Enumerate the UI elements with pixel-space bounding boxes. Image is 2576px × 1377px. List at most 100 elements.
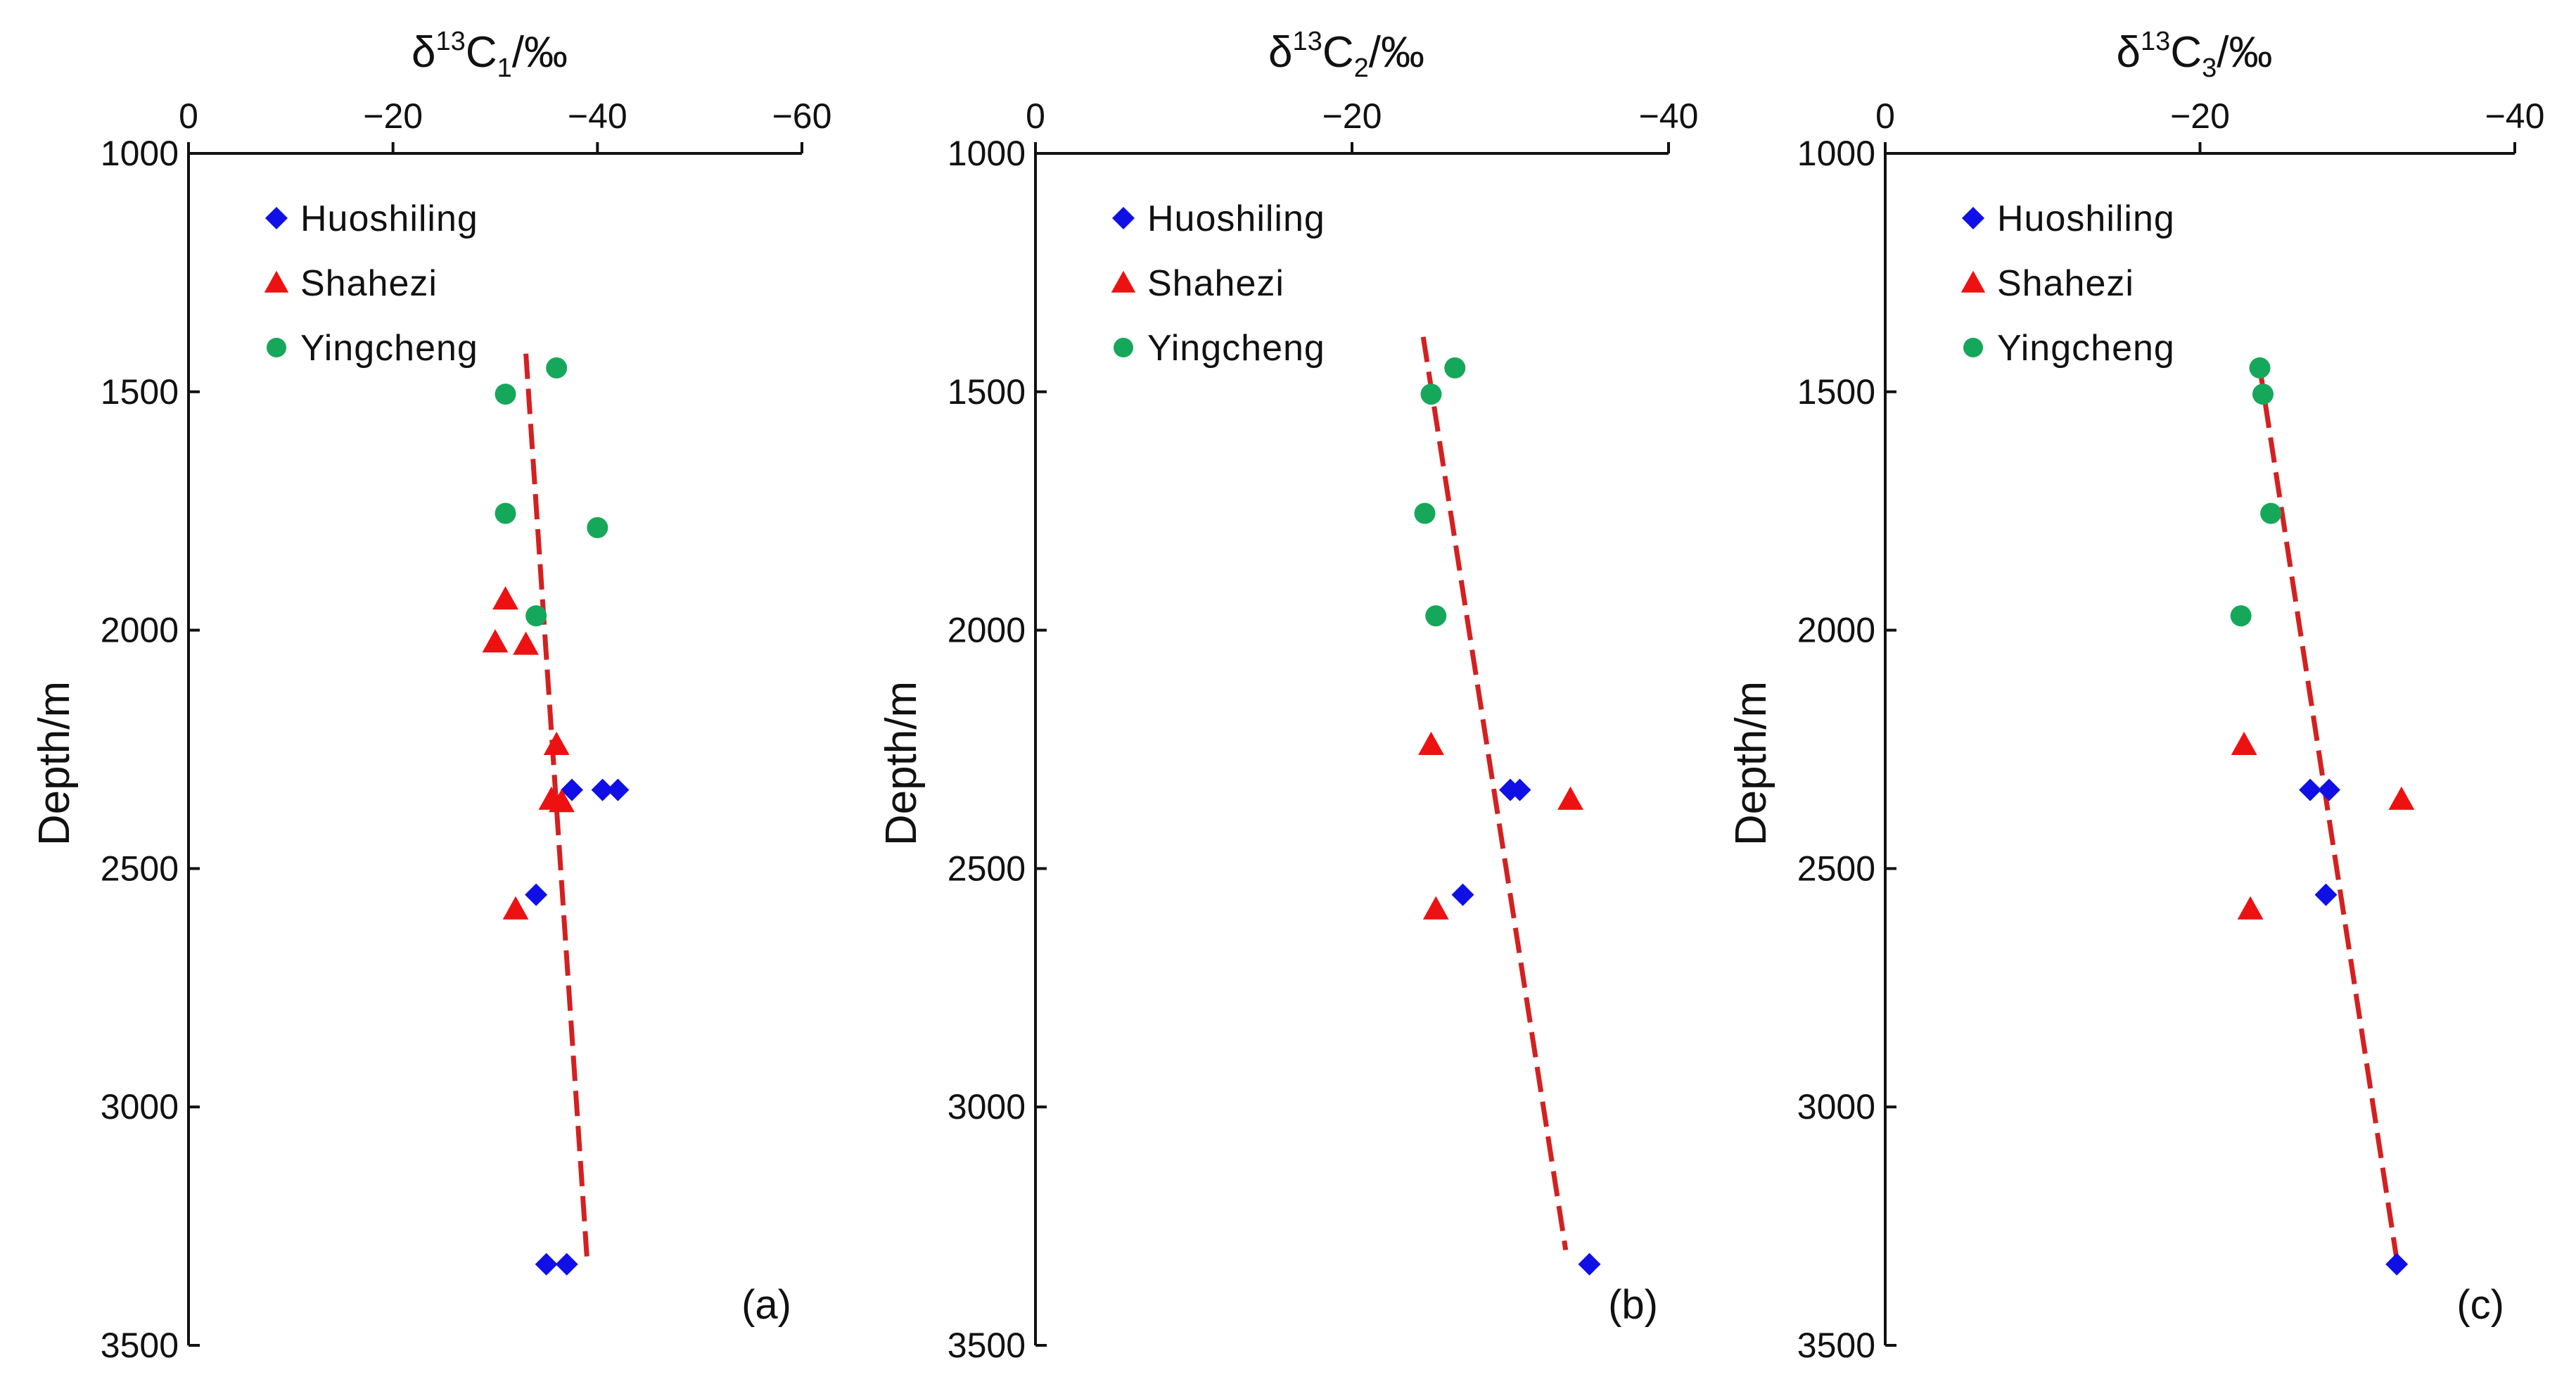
y-axis-title: Depth/m [1727, 681, 1775, 846]
x-axis-title: δ13C3/‰ [2117, 27, 2273, 83]
legend-label-shahezi: Shahezi [1147, 263, 1284, 304]
x-tick-label: −20 [2170, 96, 2230, 136]
legend-marker-huoshiling [1112, 207, 1135, 229]
data-point-yingcheng [495, 502, 516, 524]
legend-marker-yingcheng [1963, 338, 1983, 357]
x-tick-label: −40 [1639, 96, 1699, 136]
x-axis-title: δ13C1/‰ [412, 27, 568, 83]
y-tick-label: 2000 [948, 611, 1026, 650]
data-point-shahezi [2237, 896, 2264, 920]
data-point-shahezi [1422, 896, 1449, 920]
data-point-yingcheng [587, 516, 608, 538]
data-point-yingcheng [2230, 605, 2252, 627]
data-point-yingcheng [2260, 502, 2282, 524]
data-point-huoshiling [561, 778, 583, 801]
y-tick-label: 1000 [948, 134, 1026, 173]
y-tick-label: 3500 [1797, 1326, 1875, 1365]
y-tick-label: 2500 [948, 849, 1026, 888]
legend-marker-huoshiling [265, 207, 288, 229]
y-tick-label: 3000 [101, 1087, 179, 1127]
panels: 0 −20 −40 −60 1000 1500 2000 2500 3000 3500 δ13C1/… [30, 27, 2544, 1365]
x-tick-label: −40 [568, 96, 627, 136]
legend-label-huoshiling: Huoshiling [300, 198, 478, 239]
legend-label-huoshiling: Huoshiling [1997, 198, 2175, 239]
data-point-huoshiling [606, 778, 630, 801]
legend-label-shahezi: Shahezi [300, 263, 438, 304]
data-point-shahezi [482, 629, 509, 653]
data-point-huoshiling [2385, 1252, 2409, 1276]
data-point-huoshiling [555, 1252, 578, 1276]
x-tick-label: 0 [179, 96, 198, 136]
legend-label-yingcheng: Yingcheng [1997, 328, 2175, 369]
legend-label-huoshiling: Huoshiling [1147, 198, 1325, 239]
y-tick-label: 2000 [101, 611, 179, 650]
data-point-yingcheng [525, 605, 547, 627]
y-tick-label: 2500 [1797, 849, 1875, 888]
panel-label: (b) [1608, 1282, 1658, 1328]
data-point-yingcheng [2252, 383, 2274, 405]
data-point-shahezi [513, 631, 539, 655]
x-tick-label: 0 [1875, 96, 1895, 136]
legend-label-yingcheng: Yingcheng [1147, 328, 1325, 369]
data-point-huoshiling [525, 883, 548, 906]
data-point-shahezi [492, 586, 518, 610]
x-tick-label: −20 [363, 96, 423, 136]
trend-line [2257, 367, 2399, 1260]
data-point-huoshiling [1578, 1252, 1601, 1276]
data-point-yingcheng [1444, 357, 1466, 379]
data-point-shahezi [1418, 731, 1444, 755]
y-tick-label: 1500 [1797, 372, 1875, 412]
data-point-huoshiling [591, 778, 614, 801]
data-point-shahezi [502, 896, 529, 920]
panel-label: (c) [2456, 1282, 2504, 1328]
panel-b: 0 −20 −40 1000 1500 2000 2500 3000 3500 δ13C2/‰ De… [877, 27, 1698, 1365]
data-point-shahezi [2231, 731, 2257, 755]
data-point-huoshiling [1508, 778, 1531, 801]
panel-a: 0 −20 −40 −60 1000 1500 2000 2500 3000 3500 δ13C1/… [30, 27, 831, 1365]
data-point-yingcheng [546, 357, 568, 379]
y-tick-label: 1000 [101, 134, 179, 173]
legend-marker-shahezi [1960, 270, 1986, 293]
y-tick-label: 3000 [1797, 1087, 1875, 1127]
data-point-huoshiling [2317, 778, 2340, 801]
data-point-yingcheng [2249, 357, 2271, 379]
y-axis-title: Depth/m [30, 681, 79, 846]
trend-line [523, 353, 590, 1262]
data-point-shahezi [1557, 786, 1583, 810]
x-axis-title: δ13C2/‰ [1268, 27, 1424, 83]
data-point-yingcheng [1414, 502, 1436, 524]
data-point-shahezi [2388, 786, 2415, 810]
x-tick-label: 0 [1026, 96, 1045, 136]
y-tick-label: 1500 [101, 372, 179, 412]
data-point-huoshiling [2314, 883, 2338, 906]
y-tick-label: 2500 [101, 849, 179, 888]
legend-marker-yingcheng [267, 338, 286, 357]
trend-line [1420, 336, 1569, 1251]
legend-label-yingcheng: Yingcheng [300, 328, 478, 369]
legend-marker-shahezi [264, 270, 289, 293]
panel-c: 0 −20 −40 1000 1500 2000 2500 3000 3500 δ13C3/‰ De… [1727, 27, 2544, 1365]
panel-label: (a) [741, 1282, 791, 1328]
y-tick-label: 1500 [948, 372, 1026, 412]
y-axis-title: Depth/m [877, 681, 926, 846]
data-point-huoshiling [535, 1252, 558, 1276]
y-tick-label: 1000 [1797, 134, 1875, 173]
data-point-yingcheng [495, 383, 516, 405]
x-tick-label: −40 [2485, 96, 2545, 136]
y-tick-label: 3500 [948, 1326, 1026, 1365]
legend-marker-huoshiling [1962, 207, 1984, 229]
data-point-yingcheng [1420, 383, 1442, 405]
data-point-shahezi [543, 731, 570, 755]
y-tick-label: 3500 [101, 1326, 179, 1365]
x-tick-label: −60 [772, 96, 832, 136]
data-point-huoshiling [2299, 778, 2322, 801]
legend-label-shahezi: Shahezi [1997, 263, 2134, 304]
data-point-shahezi [549, 789, 575, 813]
data-point-huoshiling [1451, 883, 1474, 906]
data-point-yingcheng [1425, 605, 1447, 627]
legend-marker-shahezi [1111, 270, 1136, 293]
x-tick-label: −20 [1322, 96, 1382, 136]
y-tick-label: 3000 [948, 1087, 1026, 1127]
